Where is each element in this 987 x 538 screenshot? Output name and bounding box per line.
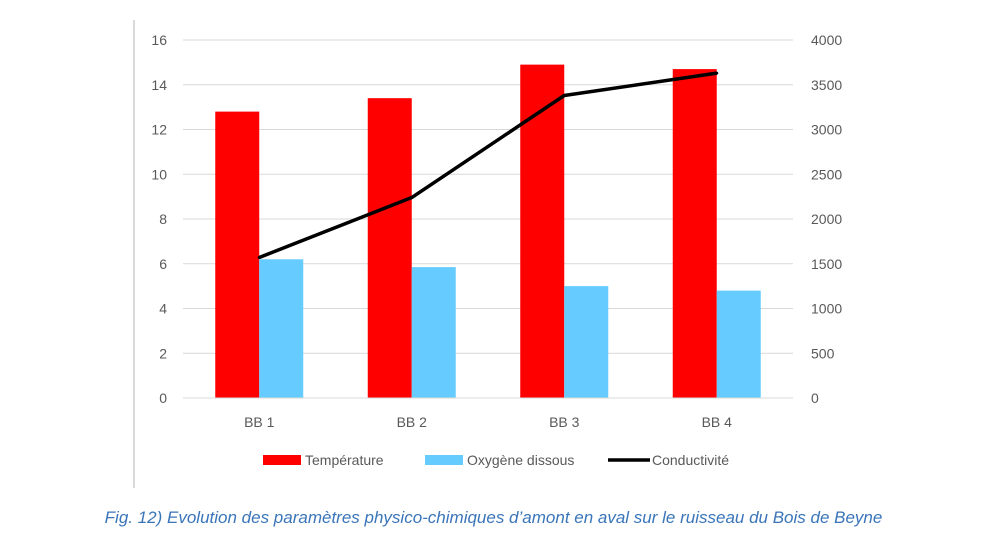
x-tick-label: BB 3 [549,414,580,430]
chart-border-left [133,20,135,488]
x-tick-label: BB 4 [702,414,733,430]
axes: 0 2 4 6 8 10 12 14 16 0 500 1000 1500 2000 2500 3000 350… [151,32,842,430]
y-right-tick-label: 0 [811,390,819,406]
legend-swatch [263,455,301,465]
legend-label: Conductivité [652,452,729,468]
legend: Température Oxygène dissous Conductivité [263,452,729,468]
y-right-tick-label: 500 [811,345,835,361]
line-series-path [258,71,718,260]
y-right-tick-label: 4000 [811,32,842,48]
y-left-tick-label: 4 [159,301,167,317]
legend-label: Température [305,452,384,468]
bars [215,64,761,399]
y-right-tick-label: 2000 [811,211,842,227]
y-left-tick-label: 12 [151,122,167,138]
bar [716,290,761,398]
line-point [715,71,719,75]
bar [259,259,304,398]
legend-label: Oxygène dissous [467,452,574,468]
bar [411,267,456,398]
y-left-tick-label: 0 [159,390,167,406]
bar [215,111,260,398]
x-tick-label: BB 1 [244,414,275,430]
y-left-tick-label: 2 [159,345,167,361]
y-right-tick-label: 2500 [811,166,842,182]
line-point [410,196,414,200]
y-right-tick-label: 1000 [811,301,842,317]
y-right-tick-label: 1500 [811,256,842,272]
y-left-tick-label: 10 [151,166,167,182]
bar [367,98,412,399]
y-right-tick-label: 3500 [811,77,842,93]
bar [520,64,565,399]
figure-caption: Fig. 12) Evolution des paramètres physic… [104,508,883,527]
y-right-tick-label: 3000 [811,122,842,138]
bar [564,286,609,398]
line-point [257,255,261,259]
y-left-tick-label: 8 [159,211,167,227]
line-series [257,71,719,260]
legend-swatch [425,455,463,465]
y-left-tick-label: 14 [151,77,167,93]
y-left-tick-label: 16 [151,32,167,48]
x-tick-label: BB 2 [397,414,428,430]
line-point [562,93,566,97]
y-left-tick-label: 6 [159,256,167,272]
bar [672,69,717,399]
